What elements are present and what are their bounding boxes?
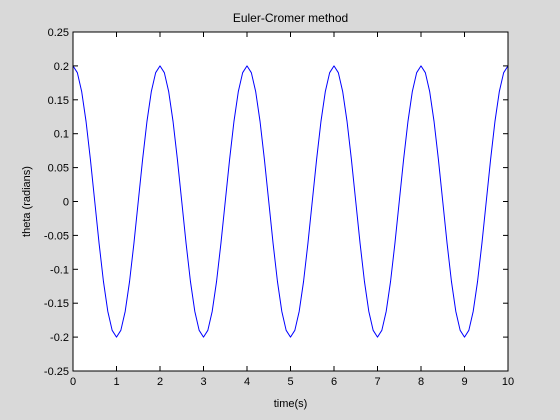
x-tick-label: 4 [244, 376, 250, 388]
y-tick-label: -0.2 [50, 332, 69, 344]
y-tick-label: 0.25 [48, 27, 69, 39]
y-tick-label: -0.05 [44, 230, 69, 242]
y-tick-label: 0.05 [48, 163, 69, 175]
y-tick-label: -0.25 [44, 366, 69, 378]
y-tick-label: 0.2 [54, 61, 69, 73]
x-tick-label: 10 [502, 376, 514, 388]
y-tick-label: -0.15 [44, 298, 69, 310]
x-tick-label: 0 [70, 376, 76, 388]
x-tick-label: 7 [374, 376, 380, 388]
x-tick-label: 6 [331, 376, 337, 388]
y-tick-label: -0.1 [50, 264, 69, 276]
y-axis-label: theta (radians) [21, 166, 33, 237]
y-tick-label: 0 [63, 197, 69, 209]
y-tick-label: 0.1 [54, 129, 69, 141]
x-tick-label: 3 [200, 376, 206, 388]
chart-title: Euler-Cromer method [233, 11, 348, 25]
series-line-0 [72, 65, 509, 338]
plot-area [73, 32, 508, 371]
x-tick-label: 1 [113, 376, 119, 388]
y-tick-label: 0.15 [48, 95, 69, 107]
x-tick-label: 9 [461, 376, 467, 388]
x-tick-label: 5 [287, 376, 293, 388]
ticks-layer: 0 1 2 3 4 5 6 7 8 9 10 0.25 0.2 0.15 0.1 0.05 0 -0.05 -0.1… [44, 27, 514, 388]
x-tick-label: 8 [418, 376, 424, 388]
x-tick-label: 2 [157, 376, 163, 388]
series-layer [72, 65, 509, 338]
x-axis-label: time(s) [274, 398, 308, 410]
